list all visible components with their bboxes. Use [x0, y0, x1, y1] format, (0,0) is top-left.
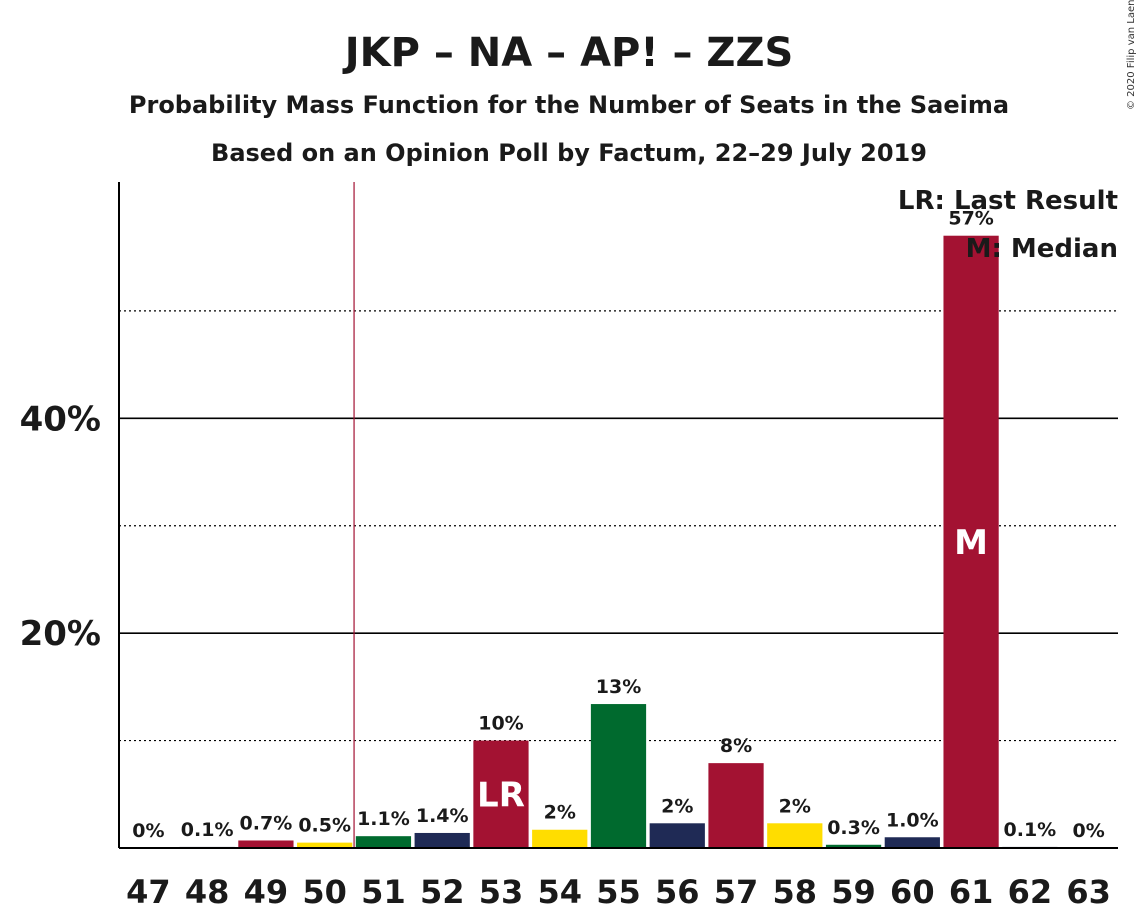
bar-markers: LR M — [477, 523, 988, 815]
data-label-51: 1.1% — [357, 808, 410, 830]
x-tick-63: 63 — [1066, 873, 1111, 911]
bar-57 — [708, 763, 764, 848]
copyright-note: © 2020 Filip van Laenen — [1126, 0, 1137, 110]
bar-60 — [884, 837, 940, 848]
data-label-62: 0.1% — [1004, 819, 1057, 841]
x-tick-59: 59 — [831, 873, 876, 911]
y-tick-0: 20% — [20, 614, 101, 654]
data-label-56: 2% — [661, 795, 693, 817]
x-tick-62: 62 — [1008, 873, 1053, 911]
bar-53 — [473, 740, 529, 848]
x-tick-labels: 47 48 49 50 51 52 53 54 55 56 57 58 59 60 61 62 63 — [126, 873, 1111, 911]
bar-50 — [297, 842, 353, 848]
bar-61 — [943, 235, 999, 849]
marker-lr: LR — [477, 775, 525, 815]
x-tick-54: 54 — [537, 873, 582, 911]
chart-subtitle-2: Based on an Opinion Poll by Factum, 22–2… — [211, 139, 927, 167]
bar-49 — [238, 840, 294, 848]
bar-59 — [825, 844, 882, 848]
x-tick-52: 52 — [420, 873, 465, 911]
data-label-47: 0% — [132, 820, 164, 842]
x-tick-49: 49 — [244, 873, 289, 911]
x-tick-60: 60 — [890, 873, 935, 911]
chart-subtitle: Probability Mass Function for the Number… — [129, 91, 1009, 119]
x-tick-48: 48 — [185, 873, 230, 911]
axes — [118, 182, 1118, 849]
x-tick-53: 53 — [479, 873, 524, 911]
x-tick-50: 50 — [302, 873, 347, 911]
data-label-61: 57% — [948, 208, 993, 230]
data-label-58: 2% — [779, 795, 811, 817]
data-label-60: 1.0% — [886, 809, 939, 831]
x-tick-47: 47 — [126, 873, 171, 911]
chart-title: JKP – NA – AP! – ZZS — [342, 30, 794, 76]
data-label-55: 13% — [596, 676, 641, 698]
x-tick-51: 51 — [361, 873, 406, 911]
y-tick-labels: 20% 40% — [20, 399, 101, 654]
data-label-54: 2% — [544, 802, 576, 824]
marker-m: M — [954, 523, 988, 563]
y-tick-1: 40% — [20, 399, 101, 439]
bar-55 — [590, 704, 647, 848]
data-label-63: 0% — [1072, 820, 1104, 842]
data-label-48: 0.1% — [181, 819, 234, 841]
x-tick-56: 56 — [655, 873, 700, 911]
bar-58 — [767, 823, 823, 848]
data-label-49: 0.7% — [240, 812, 293, 834]
x-tick-57: 57 — [714, 873, 759, 911]
bar-51 — [355, 836, 412, 848]
data-label-50: 0.5% — [298, 815, 351, 837]
bar-54 — [532, 829, 588, 848]
x-tick-55: 55 — [596, 873, 641, 911]
data-label-52: 1.4% — [416, 805, 469, 827]
x-tick-61: 61 — [949, 873, 994, 911]
legend-last-result: LR: Last Result — [898, 186, 1118, 216]
bar-56 — [649, 823, 705, 848]
legend-median: M: Median — [966, 234, 1118, 264]
bars — [179, 235, 1058, 849]
data-label-59: 0.3% — [827, 817, 880, 839]
data-label-53: 10% — [478, 713, 523, 735]
bar-52 — [414, 832, 470, 848]
x-tick-58: 58 — [773, 873, 818, 911]
data-labels: 0% 0.1% 0.7% 0.5% 1.1% 1.4% 10% 2% 13% 2% 8% 2% 0.3%… — [132, 208, 1105, 842]
data-label-57: 8% — [720, 735, 752, 757]
